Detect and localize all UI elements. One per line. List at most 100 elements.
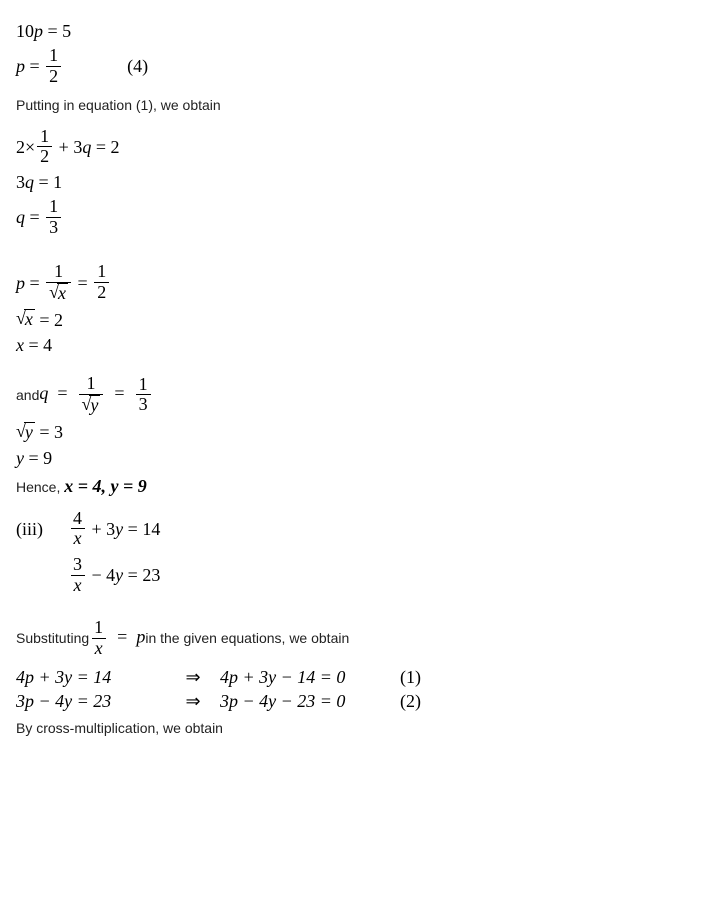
den: 2 (46, 66, 61, 87)
coef-4: 4 (106, 566, 115, 584)
equation-y-eq-9: y = 9 (16, 449, 709, 467)
num: 1 (51, 262, 66, 282)
text-hence-solution: Hence, x = 4, y = 9 (16, 477, 709, 495)
var-q: q (16, 208, 25, 226)
fraction-1-rootx: 1 √x (46, 262, 71, 304)
fraction-1-rooty: 1 √y (79, 374, 104, 416)
coef: 10 (16, 22, 34, 40)
den-x: x (71, 528, 85, 549)
equation-p-eq-1-over-rootx: p = 1 √x = 1 2 (16, 262, 709, 304)
equals: = (35, 311, 54, 329)
equation-number-2: (2) (400, 692, 440, 710)
lhs-eq1: 4p + 3y = 14 (16, 668, 166, 686)
text-hence: Hence, (16, 479, 64, 495)
equals: = (35, 423, 54, 441)
var-y: y (115, 520, 123, 538)
coef-3: 3 (106, 520, 115, 538)
den2: 2 (94, 282, 109, 303)
equals: = (25, 208, 44, 226)
equation-rooty-eq-3: √y = 3 (16, 422, 709, 443)
equals: = (24, 449, 43, 467)
den2: 3 (136, 394, 151, 415)
equation-p-eq-half: p = 1 2 (4) (16, 46, 709, 87)
var-p: p (136, 626, 145, 646)
part-label-iii: (iii) (16, 520, 68, 538)
equation-3q-eq-1: 3q = 1 (16, 173, 709, 191)
arrow-icon: ⇒ (166, 668, 220, 686)
rhs: 3 (54, 423, 63, 441)
equals: = (34, 173, 53, 191)
times: × (25, 138, 35, 156)
num2: 1 (136, 375, 151, 395)
rhs-eq1: 4p + 3y − 14 = 0 (220, 668, 400, 686)
var-q: q (25, 173, 34, 191)
rhs: 1 (53, 173, 62, 191)
var-y: y (115, 566, 123, 584)
den-rooty: √y (79, 394, 104, 416)
rhs-eq2: 3p − 4y − 23 = 0 (220, 692, 400, 710)
coef-3: 3 (16, 173, 25, 191)
equation-rootx-eq-2: √x = 2 (16, 309, 709, 330)
equals: = (91, 138, 110, 156)
text-sub2: in the given equations, we obtain (145, 630, 349, 646)
plus: + (54, 138, 73, 156)
text-and: and (16, 387, 39, 403)
plus: + (87, 520, 106, 538)
text-putting-in-eq1: Putting in equation (1), we obtain (16, 97, 709, 113)
text-by-cross-multiplication: By cross-multiplication, we obtain (16, 720, 709, 736)
sqrt-y: √y (82, 395, 101, 416)
text-substituting: Substituting 1 x = p in the given equati… (16, 618, 709, 659)
text-sub1: Substituting (16, 630, 89, 646)
den: 3 (46, 217, 61, 238)
rhs: 4 (43, 336, 52, 354)
equals: = (25, 274, 44, 292)
equation-2-times-half-plus-3q: 2 × 1 2 + 3q = 2 (16, 127, 709, 168)
var-p: p (16, 57, 25, 75)
var-q: q (82, 138, 91, 156)
derived-eq-row-2: 3p − 4y = 23 ⇒ 3p − 4y − 23 = 0 (2) (16, 692, 709, 710)
rhs: 2 (110, 138, 119, 156)
var-p: p (34, 22, 43, 40)
num: 1 (91, 618, 106, 638)
equals: = (43, 22, 62, 40)
solution-xy: x = 4, y = 9 (64, 476, 147, 496)
sqrt-x: √x (16, 309, 35, 330)
rhs: 5 (62, 22, 71, 40)
coef-2: 2 (16, 138, 25, 156)
fraction-1-x: 1 x (91, 618, 106, 659)
arrow-icon: ⇒ (166, 692, 220, 710)
rhs: 2 (54, 311, 63, 329)
fraction-1-2: 1 2 (46, 46, 61, 87)
part-iii-eq2: 3 x − 4y = 23 (68, 555, 709, 596)
var-x: x (16, 336, 24, 354)
equation-number-4: (4) (127, 57, 148, 75)
spacer (16, 244, 709, 256)
equals: = (123, 566, 142, 584)
var-p: p (16, 274, 25, 292)
rhs: 9 (43, 449, 52, 467)
var-q: q (39, 383, 48, 403)
spacer (16, 360, 709, 368)
equals: = (24, 336, 43, 354)
den: 2 (37, 146, 52, 167)
minus: − (87, 566, 106, 584)
den-x: x (92, 638, 106, 659)
num: 1 (83, 374, 98, 394)
equals2: = (73, 274, 92, 292)
rhs: 14 (142, 520, 160, 538)
math-span: q = 1 √y = 1 3 (39, 374, 152, 416)
sub-expression: 1 x = p (89, 618, 145, 659)
equation-number-1: (1) (400, 668, 440, 686)
equation-x-eq-4: x = 4 (16, 336, 709, 354)
num: 1 (37, 127, 52, 147)
part-iii-eq1: (iii) 4 x + 3y = 14 (16, 509, 709, 550)
den-x: x (71, 575, 85, 596)
den-rootx: √x (46, 282, 71, 304)
num2: 1 (94, 262, 109, 282)
fraction-1-3: 1 3 (46, 197, 61, 238)
derived-eq-row-1: 4p + 3y = 14 ⇒ 4p + 3y − 14 = 0 (1) (16, 668, 709, 686)
num: 1 (46, 197, 61, 217)
fraction-4-x: 4 x (70, 509, 85, 550)
lhs-eq2: 3p − 4y = 23 (16, 692, 166, 710)
fraction-3-x: 3 x (70, 555, 85, 596)
